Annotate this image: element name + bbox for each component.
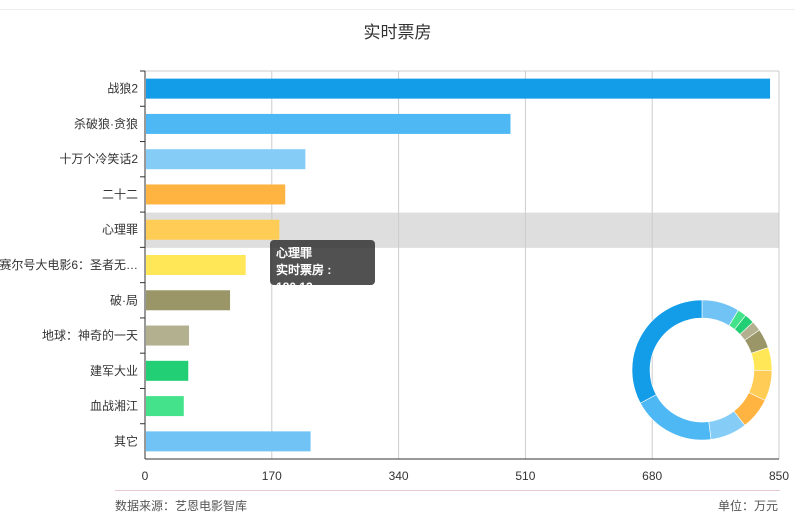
tooltip-value: 实时票房 : 180.12 <box>276 263 332 294</box>
x-tick-label: 340 <box>389 469 409 483</box>
category-label: 其它 <box>114 433 138 448</box>
bar <box>146 149 306 170</box>
tooltip-title: 心理罪 <box>276 246 313 260</box>
data-source: 数据来源：艺恩电影智库 <box>115 499 248 513</box>
bar <box>146 78 771 99</box>
donut-slice <box>631 299 703 404</box>
bar <box>146 113 511 134</box>
bar <box>146 325 190 346</box>
category-label: 心理罪 <box>102 223 138 237</box>
category-label: 杀破狼·贪狼 <box>74 116 138 131</box>
category-label: 赛尔号大电影6：圣者无… <box>0 257 138 272</box>
chart-title: 实时票房 <box>363 23 432 42</box>
bar <box>146 219 280 240</box>
bar <box>146 290 231 311</box>
category-label: 血战湘江 <box>90 398 138 413</box>
footer-divider <box>115 490 780 491</box>
category-label: 破·局 <box>110 292 138 307</box>
bar <box>146 360 189 381</box>
top-divider <box>0 9 795 10</box>
category-label: 建军大业 <box>90 364 138 378</box>
category-label: 战狼2 <box>107 81 138 96</box>
bar <box>146 431 311 452</box>
unit-label: 单位：万元 <box>717 499 778 513</box>
category-label: 地球：神奇的一天 <box>42 328 138 343</box>
x-tick-label: 510 <box>515 469 535 483</box>
bar <box>146 255 246 275</box>
x-tick-label: 680 <box>642 469 662 483</box>
bar <box>146 396 184 417</box>
chart-tooltip: 心理罪 实时票房 : 180.12 <box>270 240 375 294</box>
donut-slice <box>639 394 712 441</box>
x-tick-label: 170 <box>262 469 282 483</box>
x-tick-label: 0 <box>142 469 149 483</box>
bar <box>146 184 286 205</box>
category-label: 二十二 <box>102 187 138 201</box>
category-label: 十万个冷笑话2 <box>59 151 138 166</box>
x-tick-label: 850 <box>769 469 789 483</box>
